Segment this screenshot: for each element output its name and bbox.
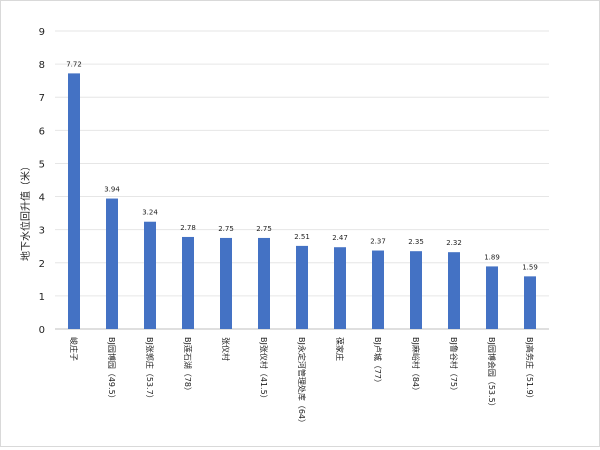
x-tick-label: BJ莲石湖（78）: [183, 337, 193, 395]
y-tick-label: 9: [39, 27, 45, 38]
x-tick-label: 峻庄子: [69, 337, 79, 361]
bars: [68, 73, 536, 329]
bar-value-label: 2.32: [446, 239, 462, 247]
x-tick-label: 葆家庄: [335, 337, 345, 361]
bar: [220, 237, 232, 329]
y-tick-label: 0: [39, 325, 45, 336]
value-labels: 7.72 3.94 3.24 2.78 2.75 2.75 2.51 2.47 2.37 2.35…: [66, 60, 538, 271]
bar-value-label: 1.59: [522, 263, 538, 271]
bar-value-label: 2.75: [218, 225, 234, 233]
y-tick-label: 3: [39, 226, 45, 237]
x-tick-label: BJ麻峪村（84）: [411, 337, 421, 395]
bar-value-label: 7.72: [66, 60, 82, 68]
y-tick-label: 4: [39, 193, 45, 204]
y-tick-label: 1: [39, 292, 45, 303]
bar: [182, 236, 194, 329]
x-tick-label: BJ园博园（49.5）: [107, 337, 117, 403]
y-axis-label: 地下水位回升值（米）: [19, 161, 32, 261]
x-tick-label: BJ高务庄（51.9）: [525, 337, 535, 403]
bar: [258, 237, 270, 329]
y-tick-label: 2: [39, 259, 45, 270]
bar-value-label: 3.24: [142, 209, 158, 217]
x-tick-label: BJ永定河管理处库（64）: [297, 337, 307, 427]
bar-value-label: 2.51: [294, 233, 310, 241]
bar: [372, 250, 384, 329]
x-tick-label: BJ园博会园（53.5）: [487, 337, 497, 411]
bar: [524, 276, 536, 329]
bar: [334, 247, 346, 329]
bar: [296, 245, 308, 329]
x-tick-label: BJ张仪村（41.5）: [259, 337, 269, 403]
bar: [410, 251, 422, 329]
bar: [106, 198, 118, 329]
bar: [448, 252, 460, 329]
x-axis-labels: 峻庄子 BJ园博园（49.5） BJ张郭庄（53.7） BJ莲石湖（78） 张仪村 BJ张…: [69, 337, 535, 427]
y-tick-label: 5: [39, 159, 45, 170]
x-tick-label: 张仪村: [221, 337, 231, 361]
bar-value-label: 3.94: [104, 186, 120, 194]
x-tick-label: BJ张郭庄（53.7）: [145, 337, 155, 403]
bar-value-label: 2.75: [256, 225, 272, 233]
x-tick-label: BJ卢城（77）: [373, 337, 383, 387]
bar-value-label: 2.47: [332, 234, 348, 242]
y-tick-label: 8: [39, 60, 45, 71]
y-axis-ticks: 0 1 2 3 4 5 6 7 8 9: [39, 27, 45, 336]
bar: [144, 221, 156, 329]
bar-value-label: 2.35: [408, 238, 424, 246]
x-tick-label: BJ鲁谷村（75）: [449, 337, 459, 395]
bar: [486, 266, 498, 329]
y-tick-label: 7: [39, 93, 45, 104]
gridlines: [55, 30, 549, 330]
bar-value-label: 2.37: [370, 238, 386, 246]
bar: [68, 73, 80, 329]
y-tick-label: 6: [39, 126, 45, 137]
bar-value-label: 2.78: [180, 224, 196, 232]
bar-value-label: 1.89: [484, 253, 500, 261]
